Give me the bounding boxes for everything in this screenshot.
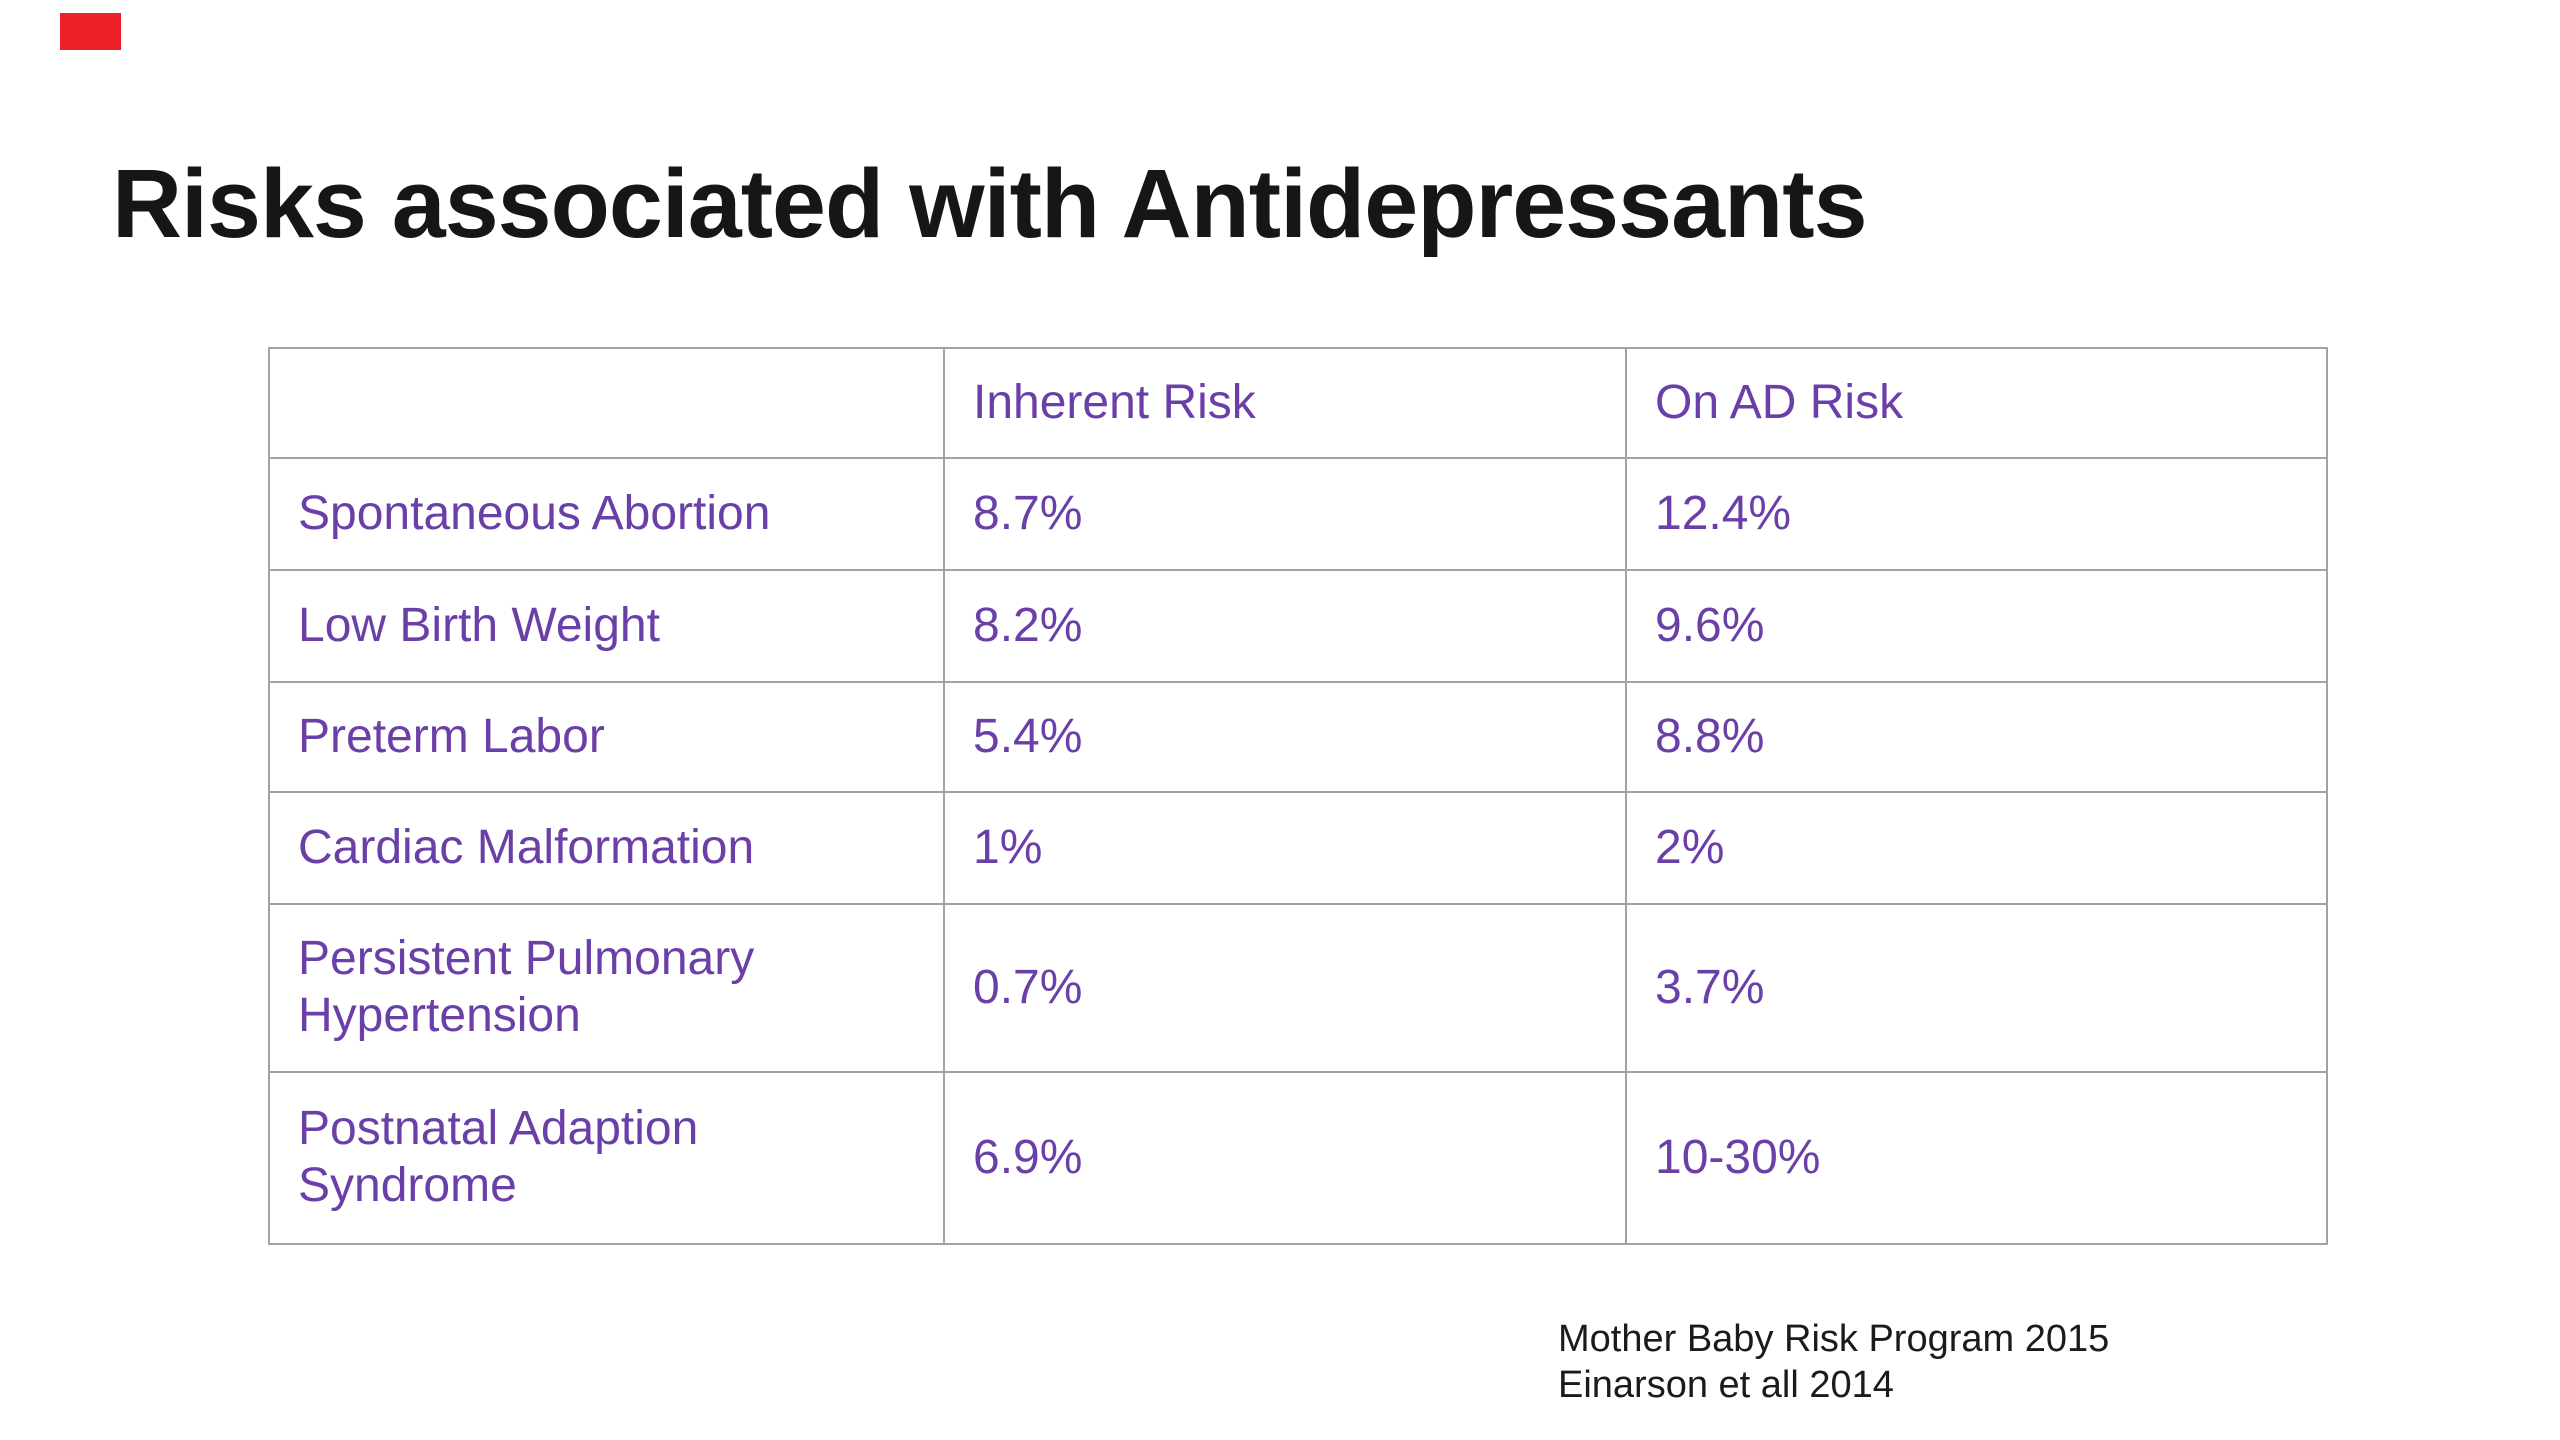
inherent-risk-value: 0.7% (943, 903, 1627, 1073)
table-row-preterm-labor: Preterm Labor 5.4% 8.8% (268, 681, 2328, 793)
row-label: Spontaneous Abortion (268, 457, 945, 571)
row-label: Cardiac Malformation (268, 791, 945, 905)
on-ad-risk-value: 3.7% (1625, 903, 2328, 1073)
table-row-low-birth-weight: Low Birth Weight 8.2% 9.6% (268, 569, 2328, 683)
slide-footer: Mother Baby Risk Program 2015 Einarson e… (1558, 1316, 2109, 1408)
inherent-risk-value: 5.4% (943, 681, 1627, 793)
risks-table: Inherent Risk On AD Risk Spontaneous Abo… (268, 347, 2328, 1245)
table-row-postnatal-adaption-syndrome: Postnatal Adaption Syndrome 6.9% 10-30% (268, 1071, 2328, 1245)
on-ad-risk-value: 9.6% (1625, 569, 2328, 683)
row-label: Low Birth Weight (268, 569, 945, 683)
red-corner-mark (60, 13, 121, 50)
on-ad-risk-value: 8.8% (1625, 681, 2328, 793)
table-header-row: Inherent Risk On AD Risk (268, 347, 2328, 459)
on-ad-risk-value: 10-30% (1625, 1071, 2328, 1245)
on-ad-risk-value: 2% (1625, 791, 2328, 905)
page-title: Risks associated with Antidepressants (112, 149, 1868, 258)
column-header-on-ad-risk: On AD Risk (1625, 347, 2328, 459)
row-label: Postnatal Adaption Syndrome (268, 1071, 945, 1245)
inherent-risk-value: 6.9% (943, 1071, 1627, 1245)
inherent-risk-value: 8.7% (943, 457, 1627, 571)
on-ad-risk-value: 12.4% (1625, 457, 2328, 571)
column-header-empty (268, 347, 945, 459)
inherent-risk-value: 8.2% (943, 569, 1627, 683)
footer-citation-line-2: Einarson et all 2014 (1558, 1364, 1894, 1406)
table-row-persistent-pulmonary-hypertension: Persistent Pulmonary Hypertension 0.7% 3… (268, 903, 2328, 1073)
table-row-cardiac-malformation: Cardiac Malformation 1% 2% (268, 791, 2328, 905)
footer-citation-line-1: Mother Baby Risk Program 2015 (1558, 1318, 2110, 1360)
column-header-inherent-risk: Inherent Risk (943, 347, 1627, 459)
table-row-spontaneous-abortion: Spontaneous Abortion 8.7% 12.4% (268, 457, 2328, 571)
row-label: Preterm Labor (268, 681, 945, 793)
inherent-risk-value: 1% (943, 791, 1627, 905)
row-label: Persistent Pulmonary Hypertension (268, 903, 945, 1073)
